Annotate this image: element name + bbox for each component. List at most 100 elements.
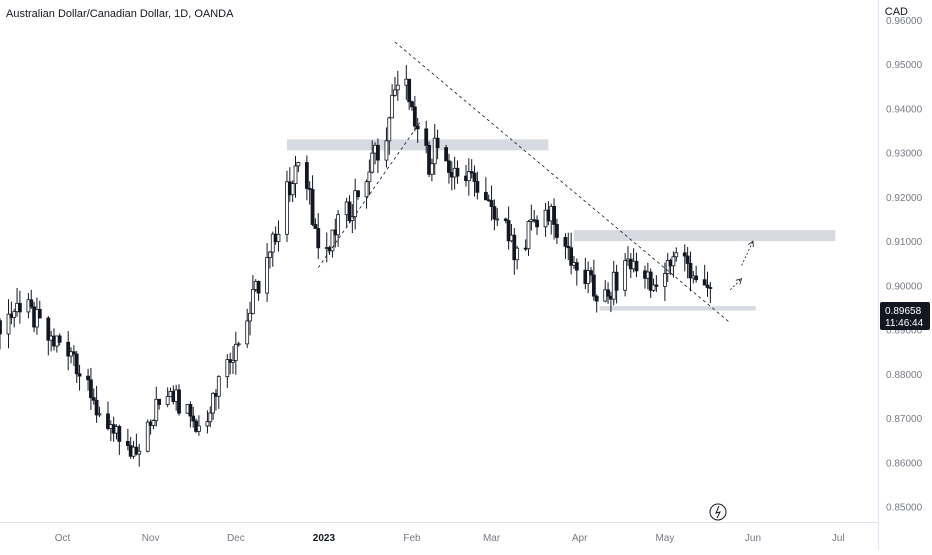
candle-body [0, 320, 2, 335]
candle-body [188, 403, 193, 417]
candle-body [708, 287, 713, 289]
candle-body [347, 201, 352, 221]
candle-body [353, 190, 358, 218]
x-tick-label: 2023 [313, 533, 336, 544]
candle-body [91, 397, 96, 401]
candle-body [512, 234, 517, 261]
candle-body [231, 359, 235, 363]
candle-body [586, 270, 591, 284]
candle-body [196, 425, 201, 432]
candle-body [245, 320, 250, 345]
candle-body [376, 144, 380, 161]
candle-body [432, 137, 437, 165]
candle-body [483, 191, 488, 201]
candle-body [685, 255, 690, 264]
candle-body [702, 279, 707, 286]
x-tick-label: May [655, 533, 674, 544]
candle-body [489, 200, 494, 207]
candle-body [526, 221, 531, 250]
candle-body [472, 172, 477, 182]
candle-body [591, 274, 596, 297]
candle-body [594, 295, 599, 302]
candle-body [205, 421, 210, 427]
x-tick-label: Apr [572, 533, 588, 544]
candle-body [177, 389, 181, 414]
candle-body [290, 183, 295, 196]
candle-body [589, 270, 593, 276]
candle-body [165, 396, 170, 405]
candle-body [134, 446, 139, 455]
y-tick-label: 0.88000 [886, 370, 923, 381]
candle-body [492, 206, 497, 220]
arrow-head [735, 278, 743, 285]
candle-body [233, 343, 238, 361]
candle-body [634, 260, 639, 272]
candle-body [89, 379, 93, 399]
y-tick-label: 0.87000 [886, 414, 923, 425]
lightning-icon[interactable] [709, 503, 727, 521]
candle-body [563, 237, 568, 247]
candle-body [151, 420, 156, 426]
candle-body [71, 351, 76, 355]
candle-body [248, 312, 252, 322]
projection-arrow [729, 278, 742, 291]
candle-body [285, 181, 289, 235]
candle-body [648, 271, 653, 291]
candle-body [688, 263, 693, 279]
candle-body [97, 413, 102, 416]
candle-body [410, 101, 414, 108]
candle-body [384, 140, 389, 161]
y-tick-label: 0.92000 [886, 193, 923, 204]
candle-body [350, 216, 355, 221]
candle-body [12, 311, 17, 318]
candle-body [435, 137, 440, 149]
candle-body [475, 181, 480, 193]
candle-body [429, 163, 434, 175]
candle-body [145, 421, 150, 452]
candle-body [307, 188, 312, 190]
sr-zone [286, 139, 549, 151]
candle-body [566, 245, 571, 249]
y-tick-label: 0.93000 [886, 149, 923, 160]
candle-body [236, 343, 241, 346]
candle-body [256, 280, 261, 294]
candle-body [671, 256, 676, 267]
candle-body [304, 162, 309, 189]
candle-body [330, 229, 335, 252]
candle-body [367, 171, 372, 183]
candle-body [694, 275, 699, 281]
candle-body [506, 220, 511, 242]
candle-body [137, 450, 142, 455]
candle-body [211, 393, 216, 414]
candle-body [37, 308, 42, 319]
candle-body [6, 313, 11, 335]
candle-body [57, 335, 62, 343]
candle-body [455, 167, 460, 177]
projection-arrow [741, 240, 754, 266]
candle-body [651, 284, 656, 291]
candle-body [447, 160, 451, 173]
price-tag-value: 0.89658 [885, 306, 922, 317]
x-tick-label: Nov [142, 533, 160, 544]
candle-body [623, 260, 628, 291]
candle-body [614, 271, 619, 291]
candle-body [569, 247, 574, 266]
candle-body [296, 162, 301, 167]
candle-body [552, 205, 556, 225]
symbol-title: Australian Dollar/Canadian Dollar, 1D, O… [6, 8, 234, 20]
arrow-head [747, 240, 754, 248]
candle-body [86, 375, 90, 381]
candle-body [662, 273, 667, 287]
candle-body [415, 125, 420, 130]
candle-body [208, 412, 213, 423]
candle-body [444, 147, 449, 162]
candle-body [66, 341, 71, 357]
x-tick-label: Jul [832, 533, 845, 544]
y-tick-label: 0.91000 [886, 237, 923, 248]
candle-body [503, 218, 508, 221]
y-tick-label: 0.90000 [886, 281, 923, 292]
price-tag-countdown: 11:46:44 [885, 318, 924, 329]
candle-body [535, 219, 539, 228]
